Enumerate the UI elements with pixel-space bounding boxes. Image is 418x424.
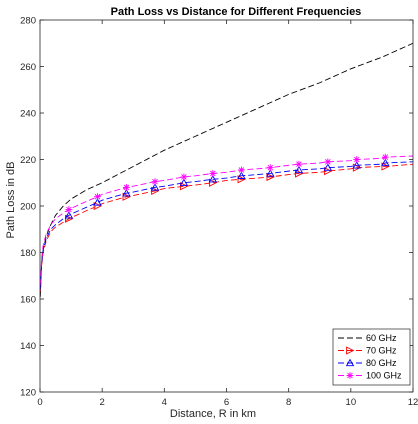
- x-tick-label: 8: [286, 397, 291, 408]
- data-point-70-ghz: [266, 172, 275, 182]
- data-point-70-ghz: [151, 186, 160, 196]
- x-axis-label: Distance, R in km: [170, 408, 256, 420]
- legend-label-100-ghz: 100 GHz: [366, 371, 402, 381]
- data-point-80-ghz: [381, 158, 390, 167]
- y-tick-label: 140: [20, 341, 36, 352]
- x-tick-label: 0: [37, 397, 42, 408]
- legend-label-70-ghz: 70 GHz: [366, 346, 397, 356]
- data-point-80-ghz: [266, 169, 275, 177]
- data-point-100-ghz: [209, 170, 217, 177]
- x-tick-label: 6: [224, 397, 229, 408]
- x-tick-label: 10: [346, 397, 357, 408]
- data-point-70-ghz: [323, 166, 333, 176]
- x-tick-label: 2: [100, 397, 105, 408]
- data-point-70-ghz: [295, 169, 304, 178]
- data-point-100-ghz: [381, 153, 389, 161]
- data-point-80-ghz: [208, 174, 217, 183]
- data-point-70-ghz: [381, 162, 390, 171]
- data-point-100-ghz: [266, 164, 274, 172]
- data-point-100-ghz: [151, 178, 159, 185]
- y-tick-label: 260: [20, 62, 36, 73]
- y-tick-label: 180: [20, 248, 36, 259]
- data-point-100-ghz: [65, 206, 73, 213]
- y-tick-label: 220: [20, 155, 36, 166]
- data-point-100-ghz: [180, 173, 188, 181]
- y-tick-label: 200: [20, 202, 36, 213]
- data-point-80-ghz: [323, 163, 332, 171]
- data-point-100-ghz: [353, 156, 361, 163]
- legend-label-60-ghz: 60 GHz: [366, 333, 397, 343]
- legend-marker-80-ghz: [345, 358, 355, 367]
- data-point-100-ghz: [238, 166, 245, 174]
- data-point-80-ghz: [237, 171, 246, 179]
- legend-marker-100-ghz: [346, 372, 354, 379]
- data-point-80-ghz: [93, 198, 102, 206]
- legend-marker-70-ghz: [346, 346, 355, 355]
- data-point-100-ghz: [123, 184, 130, 191]
- data-point-70-ghz: [180, 182, 189, 191]
- data-point-70-ghz: [93, 201, 102, 211]
- axis-layer: 0 2 4 6 8 10 12 120 140 160 180 200 220 240 260 280: [20, 16, 418, 409]
- data-point-100-ghz: [94, 193, 101, 201]
- x-tick-label: 4: [162, 397, 167, 408]
- data-point-70-ghz: [237, 175, 246, 184]
- data-point-70-ghz: [122, 192, 131, 201]
- y-tick-label: 160: [20, 295, 36, 306]
- series-layer: [39, 42, 414, 297]
- legend: 60 GHz 70 GHz 80 GHz 100 GHz: [332, 328, 411, 386]
- data-point-80-ghz: [294, 165, 304, 174]
- legend-box: [332, 328, 411, 386]
- legend-label-80-ghz: 80 GHz: [366, 358, 397, 368]
- y-tick-label: 280: [20, 16, 36, 27]
- data-point-70-ghz: [65, 214, 74, 223]
- data-point-80-ghz: [64, 210, 74, 219]
- data-point-80-ghz: [122, 188, 131, 197]
- data-point-80-ghz: [352, 160, 361, 169]
- data-point-80-ghz: [150, 183, 160, 191]
- y-tick-label: 240: [20, 109, 36, 120]
- data-point-100-ghz: [295, 160, 303, 168]
- data-point-100-ghz: [324, 158, 332, 166]
- y-tick-label: 120: [20, 388, 36, 399]
- y-axis-label: Path Loss in dB: [5, 161, 17, 238]
- data-point-70-ghz: [208, 178, 218, 187]
- x-tick-label: 12: [408, 397, 418, 408]
- chart-title: Path Loss vs Distance for Different Freq…: [111, 6, 362, 18]
- data-point-80-ghz: [179, 178, 189, 186]
- series-line-70-ghz: [39, 163, 414, 293]
